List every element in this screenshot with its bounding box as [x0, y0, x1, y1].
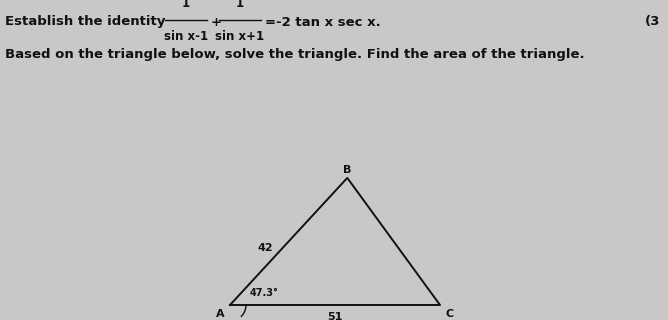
Text: (3: (3 — [645, 15, 660, 28]
Text: =-2 tan x sec x.: =-2 tan x sec x. — [265, 15, 381, 28]
Text: A: A — [216, 309, 225, 319]
Text: sin x+1: sin x+1 — [216, 30, 265, 43]
Text: Establish the identity: Establish the identity — [5, 15, 166, 28]
Text: 51: 51 — [327, 312, 343, 320]
Text: +: + — [211, 15, 222, 28]
Text: Based on the triangle below, solve the triangle. Find the area of the triangle.: Based on the triangle below, solve the t… — [5, 48, 584, 61]
Text: 1: 1 — [182, 0, 190, 10]
Text: sin x-1: sin x-1 — [164, 30, 208, 43]
Text: C: C — [445, 309, 453, 319]
Text: 1: 1 — [236, 0, 244, 10]
Text: 42: 42 — [257, 243, 273, 253]
Text: 47.3°: 47.3° — [250, 288, 279, 298]
Text: B: B — [343, 165, 351, 175]
